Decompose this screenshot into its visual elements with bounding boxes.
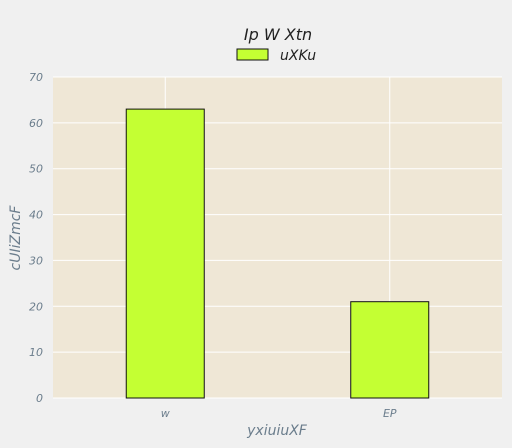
x-axis-label: yxiuiuXF (246, 423, 308, 439)
y-tick-label: 70 (29, 71, 43, 84)
y-tick-label: 0 (36, 392, 43, 405)
bar-w (125, 108, 205, 399)
x-tick-label: w (161, 407, 170, 420)
bars (125, 108, 430, 399)
y-tick-label: 50 (29, 163, 43, 176)
y-tick-label: 40 (29, 209, 43, 222)
y-tick-label: 10 (29, 346, 43, 359)
chart-title: Ip W Xtn (244, 25, 312, 44)
plot-area (53, 77, 502, 398)
y-tick-label: 20 (29, 300, 43, 313)
x-tick-label: EP (383, 407, 397, 420)
y-axis-label: cUIiZmcF (8, 205, 24, 271)
legend: uXKu (236, 48, 316, 64)
legend-label-uXKu: uXKu (280, 48, 316, 64)
tick-labels: 0 10 20 30 40 50 60 70 w EP (29, 71, 397, 420)
legend-swatch-uXKu (236, 48, 269, 61)
y-tick-label: 60 (29, 117, 43, 130)
y-tick-label: 30 (29, 254, 43, 267)
bar-EP (350, 301, 430, 399)
